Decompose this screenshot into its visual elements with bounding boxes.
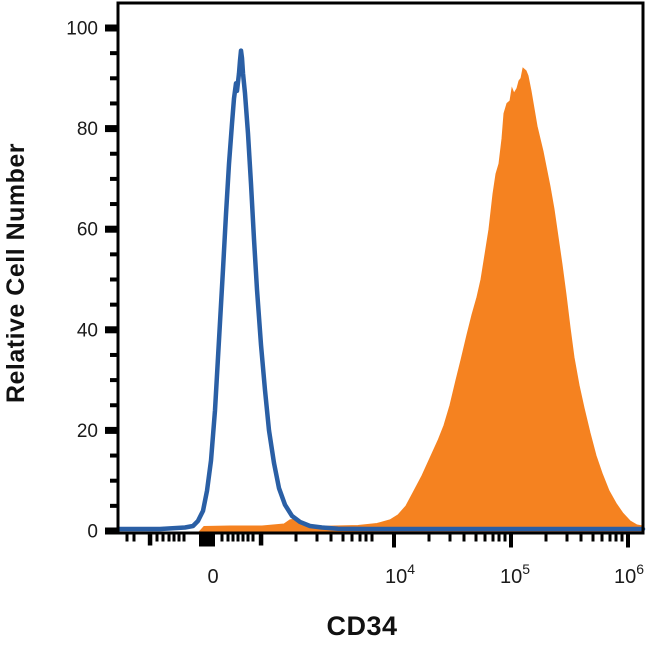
y-major-tick	[105, 24, 118, 32]
x-tick-label: 0	[207, 566, 218, 588]
y-minor-tick	[110, 176, 118, 181]
x-tick-label: 104	[385, 561, 415, 588]
x-minor-tick	[155, 534, 159, 542]
x-minor-tick	[483, 534, 487, 542]
x-minor-tick	[427, 534, 431, 542]
y-major-tick	[105, 225, 118, 233]
x-medium-tick	[147, 534, 153, 546]
x-major-tick	[626, 534, 630, 548]
x-minor-tick	[125, 534, 129, 542]
y-major-tick	[105, 326, 118, 334]
x-minor-tick	[358, 534, 362, 542]
x-minor-tick	[503, 534, 507, 542]
x-minor-tick	[341, 534, 345, 542]
x-minor-tick	[251, 534, 255, 542]
x-minor-tick	[448, 534, 452, 542]
x-minor-tick	[226, 534, 230, 542]
y-minor-tick	[110, 378, 118, 383]
x-minor-tick	[241, 534, 245, 542]
y-tick-label: 0	[87, 522, 98, 543]
x-minor-tick	[177, 534, 181, 542]
y-minor-tick	[110, 101, 118, 106]
y-tick-label: 100	[66, 19, 98, 40]
x-minor-tick	[591, 534, 595, 542]
y-axis-title: Relative Cell Number	[2, 142, 30, 404]
x-major-tick	[392, 534, 396, 548]
x-minor-tick	[544, 534, 548, 542]
y-tick-label: 60	[77, 220, 98, 241]
x-minor-tick	[614, 534, 618, 542]
x-minor-tick	[462, 534, 466, 542]
y-minor-tick	[110, 403, 118, 408]
x-minor-tick	[620, 534, 624, 542]
x-axis-title: CD34	[326, 611, 398, 641]
y-tick-label: 20	[77, 421, 98, 442]
y-minor-tick	[110, 252, 118, 257]
open-histogram-line	[115, 48, 646, 532]
x-minor-tick	[246, 534, 250, 542]
y-minor-tick	[110, 503, 118, 508]
y-major-tick	[105, 426, 118, 434]
x-minor-tick	[294, 534, 298, 542]
x-minor-tick	[579, 534, 583, 542]
x-minor-tick	[132, 534, 136, 542]
x-minor-tick	[364, 534, 368, 542]
x-minor-tick	[370, 534, 374, 542]
x-minor-tick	[167, 534, 171, 542]
x-minor-tick	[329, 534, 333, 542]
filled-histogram-area	[198, 67, 644, 532]
x-minor-tick	[608, 534, 612, 542]
plot-border	[116, 1, 645, 535]
x-minor-tick	[161, 534, 165, 542]
y-tick-label: 40	[77, 320, 98, 341]
x-minor-tick	[315, 534, 319, 542]
x-minor-tick	[182, 534, 186, 542]
x-medium-tick	[258, 534, 264, 546]
y-major-tick	[105, 527, 118, 535]
y-tick-label: 80	[77, 119, 98, 140]
y-minor-tick	[110, 478, 118, 483]
y-minor-tick	[110, 453, 118, 458]
x-minor-tick	[220, 534, 224, 542]
x-minor-tick	[350, 534, 354, 542]
x-tick-label: 106	[614, 561, 644, 588]
x-minor-tick	[565, 534, 569, 542]
y-minor-tick	[110, 302, 118, 307]
y-minor-tick	[110, 202, 118, 207]
x-minor-tick	[172, 534, 176, 542]
x-tick-label: 105	[500, 561, 530, 588]
x-minor-tick	[231, 534, 235, 542]
y-major-tick	[105, 125, 118, 133]
x-minor-tick	[600, 534, 604, 542]
x-minor-tick	[497, 534, 501, 542]
y-minor-tick	[110, 352, 118, 357]
x-zero-tick	[199, 534, 215, 547]
y-minor-tick	[110, 277, 118, 282]
x-major-tick	[509, 534, 513, 548]
x-minor-tick	[491, 534, 495, 542]
y-minor-tick	[110, 51, 118, 56]
x-minor-tick	[474, 534, 478, 542]
y-minor-tick	[110, 151, 118, 156]
x-minor-tick	[236, 534, 240, 542]
y-minor-tick	[110, 76, 118, 81]
